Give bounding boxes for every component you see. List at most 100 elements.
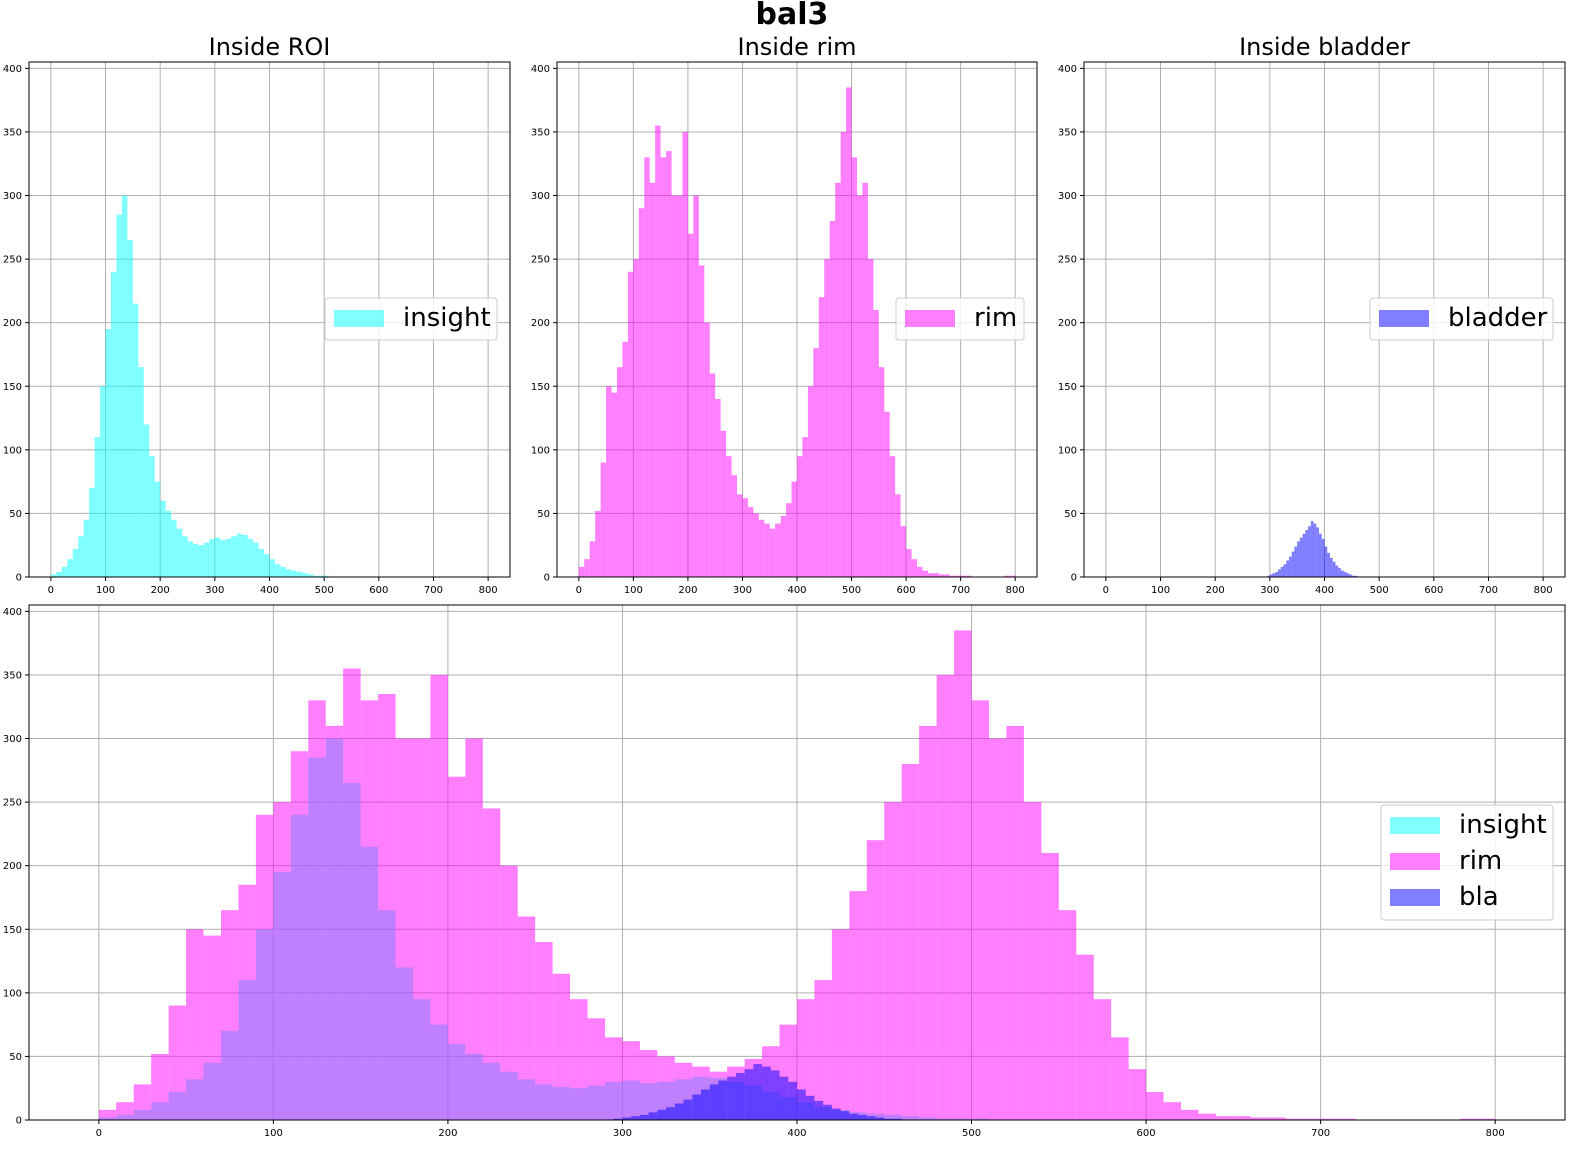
histogram-bar [747,507,754,577]
histogram-bar [160,500,166,577]
histogram-bar [758,519,765,577]
y-tick-label: 200 [3,318,22,329]
x-tick-label: 300 [1260,585,1279,596]
histogram-bar [56,571,62,577]
histogram-bar [638,208,645,578]
histogram-bar [447,776,466,1120]
legend-swatch [1390,889,1440,906]
panel-title: Inside ROI [209,33,331,61]
x-tick-label: 100 [96,585,115,596]
y-tick-label: 350 [3,127,22,138]
y-tick-label: 0 [16,1116,22,1127]
histogram-bar [143,424,150,577]
histogram-bar [657,1109,667,1120]
x-tick-label: 400 [1315,585,1334,596]
histogram-bar [1338,568,1341,577]
histogram-bar [666,1107,675,1120]
y-tick-label: 0 [16,573,22,584]
histogram-bar [154,481,161,577]
histogram-bar [1351,575,1355,577]
x-tick-label: 700 [1479,585,1498,596]
y-tick-label: 0 [544,573,550,584]
histogram-bar [1111,1037,1129,1120]
histogram-bar [1288,556,1292,577]
legend-frame [895,297,1025,341]
histogram-bar [231,536,237,577]
histogram-bar [742,498,748,577]
histogram-bar [649,182,656,577]
histogram-bar [116,1102,134,1120]
y-tick-label: 250 [531,255,550,266]
histogram-bar [709,1084,719,1120]
histogram-bar [482,808,501,1120]
histogram-bar [1267,575,1270,577]
histogram-bar [110,271,117,577]
legend-swatch [1390,853,1440,870]
histogram-bar [280,566,286,577]
histogram-bar [893,1118,902,1120]
y-tick-label: 100 [531,445,550,456]
legend-swatch [1379,310,1429,327]
histogram-bar [1305,529,1309,577]
panel-title: Inside rim [737,33,856,61]
histogram-bar [1093,999,1112,1120]
histogram-bar [220,540,226,577]
histogram-bar [50,574,57,577]
histogram-bar [274,564,281,577]
histogram-bar [165,510,172,577]
histogram-bar [413,738,431,1120]
histogram-bar [911,559,917,577]
y-tick-label: 150 [1058,382,1077,393]
histogram-bar [780,515,787,577]
histogram-bar [966,575,972,577]
histogram-bar [1163,1102,1181,1120]
legend-label: bla [1459,882,1499,912]
histogram-bar [989,738,1007,1120]
y-tick-label: 350 [531,127,550,138]
histogram-bar [138,367,144,577]
histogram-bar [214,537,221,577]
x-tick-label: 700 [951,585,970,596]
histogram-bar [1058,910,1077,1120]
histogram-bar [198,545,204,577]
x-tick-label: 600 [369,585,388,596]
histogram-bar [671,195,677,577]
y-tick-label: 200 [3,861,22,872]
histogram-bar [1146,1092,1164,1120]
histogram-bar [639,1114,649,1120]
histogram-bar [805,1095,815,1120]
x-tick-label: 300 [613,1128,632,1139]
legend-label: rim [1459,846,1502,876]
histogram-bar [1041,852,1059,1120]
histogram-bar [587,1018,605,1120]
histogram-bar [1321,538,1325,577]
histogram-bar [1269,574,1273,577]
x-tick-label: 700 [1311,1128,1330,1139]
legend-frame [324,297,498,341]
x-tick-label: 500 [315,585,334,596]
y-tick-label: 100 [3,445,22,456]
histogram-bar [578,566,585,577]
x-tick-label: 100 [1151,585,1170,596]
histogram-bar [701,1089,710,1120]
histogram-bar [1299,537,1303,577]
x-tick-label: 300 [205,585,224,596]
panel-title: Inside bladder [1239,33,1410,61]
histogram-bar [807,386,814,577]
histogram-bar [238,884,256,1120]
x-tick-label: 400 [787,1128,806,1139]
panel-overlay: 0 100 200 300 400 500 600 700 800 0 50 100 150 200 250… [3,604,1566,1139]
histogram-bar [1297,541,1300,577]
histogram-bar [1316,527,1320,577]
y-tick-label: 300 [531,191,550,202]
histogram-bar [61,566,68,577]
histogram-bar [1320,1118,1339,1120]
y-tick-label: 400 [3,64,22,75]
histogram-bar [674,1103,684,1120]
histogram-bar [171,519,177,577]
histogram-bar [720,430,727,577]
legend: insight [324,297,498,341]
y-tick-label: 50 [1064,509,1077,520]
histogram-bar [517,916,536,1120]
legend: rim [895,297,1025,341]
